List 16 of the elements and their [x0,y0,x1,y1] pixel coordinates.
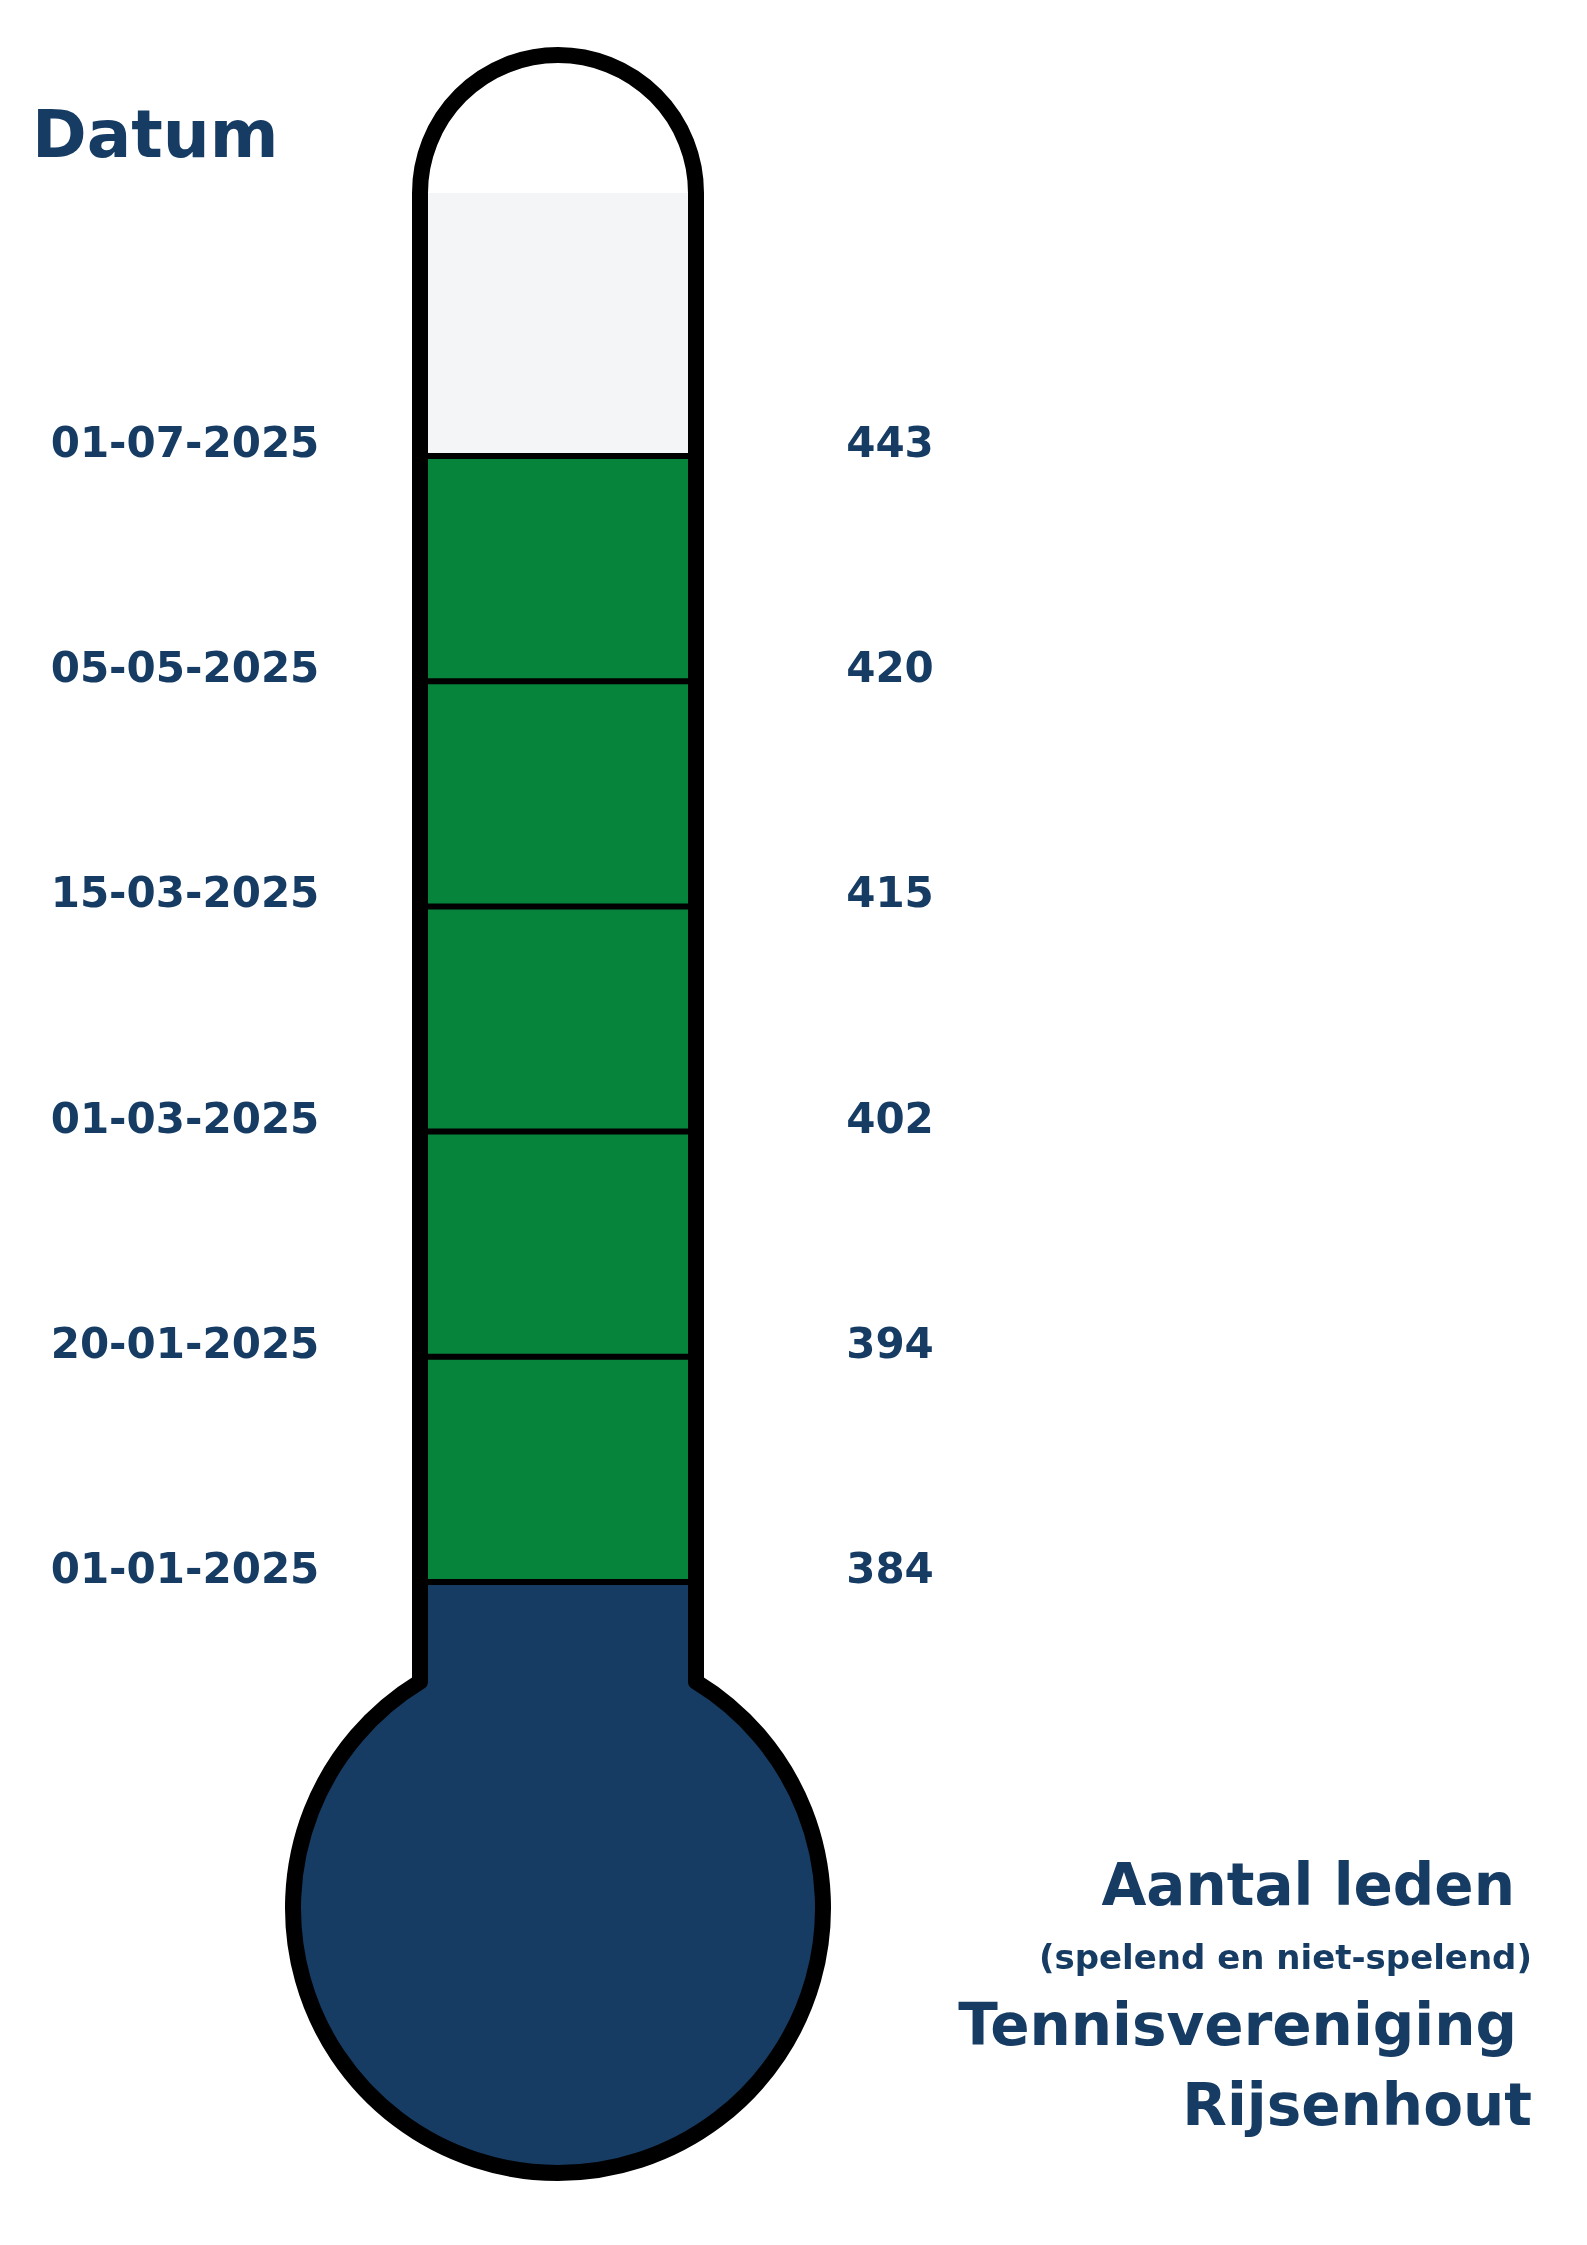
data-label: 394 [846,1318,934,1368]
data-label: 420 [846,643,934,693]
text: (spelend en niet-spelend) [1038,1936,1532,1977]
category-label: 15-03-2025 [50,868,320,918]
text: Aantal leden [1101,1851,1515,1920]
data-label: 384 [846,1543,934,1593]
category-label: 01-01-2025 [50,1543,320,1593]
category-label: 01-03-2025 [50,1093,320,1143]
data-label: 443 [846,417,934,467]
category-label: 01-07-2025 [50,417,320,467]
data-label: 402 [846,1093,934,1143]
text: Tennisvereniging Rijsenhout [958,1991,1532,2140]
category-label: 05-05-2025 [50,643,320,693]
category-label: 20-01-2025 [50,1318,320,1368]
text: Datum [32,96,279,174]
data-label: 415 [846,868,934,918]
